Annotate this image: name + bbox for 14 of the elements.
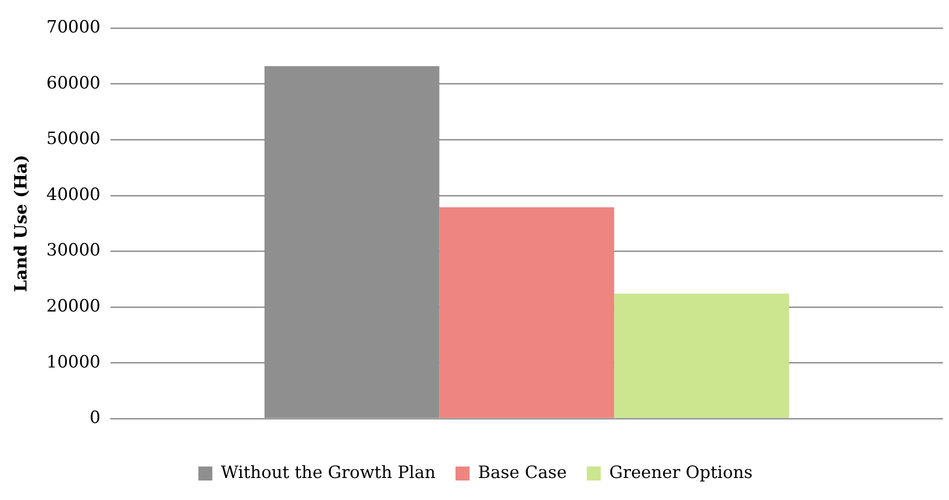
bar — [439, 207, 614, 418]
y-tick-label: 20000 — [46, 296, 100, 316]
y-tick-label: 60000 — [46, 73, 100, 94]
y-tick-label: 30000 — [46, 240, 100, 261]
legend-label: Greener Options — [609, 462, 753, 483]
y-axis-title: Land Use (Ha) — [12, 154, 32, 292]
y-tick-label: 10000 — [46, 352, 100, 372]
bar — [614, 294, 789, 418]
legend-label: Base Case — [478, 462, 567, 483]
y-tick-label: 50000 — [46, 129, 100, 150]
legend-label: Without the Growth Plan — [220, 462, 436, 483]
y-tick-label: 40000 — [46, 184, 100, 205]
y-tick-label: 70000 — [46, 18, 100, 38]
y-tick-label: 0 — [90, 408, 100, 428]
